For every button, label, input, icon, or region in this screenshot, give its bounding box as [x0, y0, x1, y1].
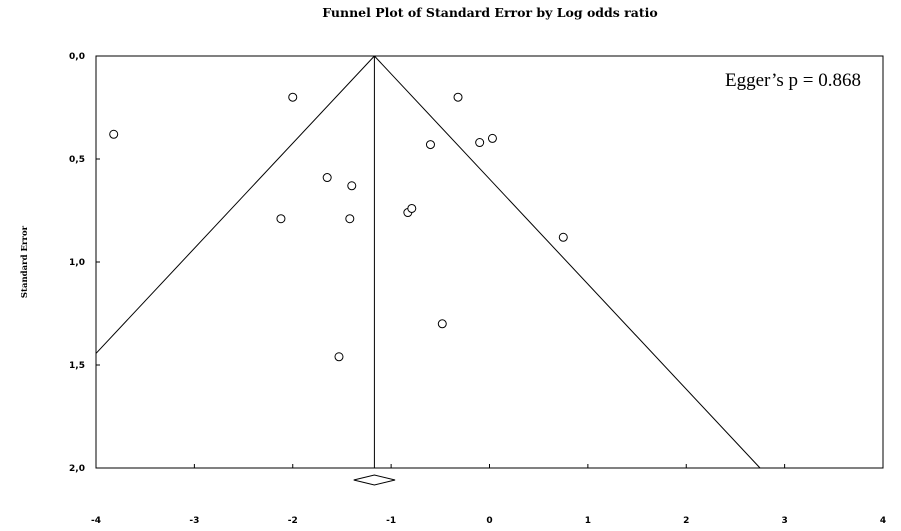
- study-points: [109, 92, 568, 362]
- x-axis: -4 -3 -2 -1 0 1 2 3 4: [91, 464, 886, 526]
- x-tick-label: 2: [683, 516, 689, 526]
- study-point: [558, 232, 568, 242]
- funnel-left-limit: [95, 55, 375, 354]
- study-point: [322, 173, 332, 183]
- funnel-lines: [95, 55, 761, 469]
- chart-title: Funnel Plot of Standard Error by Log odd…: [322, 5, 657, 20]
- x-tick-label: -4: [91, 516, 101, 526]
- study-point: [487, 133, 497, 143]
- y-tick-label: 0,0: [69, 52, 85, 62]
- study-point: [345, 214, 355, 224]
- study-point: [347, 181, 357, 191]
- x-tick-label: 0: [486, 516, 492, 526]
- study-point: [334, 352, 344, 362]
- study-point: [475, 138, 485, 148]
- y-tick-label: 0,5: [69, 155, 85, 165]
- funnel-right-limit: [374, 55, 761, 469]
- study-point: [109, 129, 119, 139]
- study-point: [276, 214, 286, 224]
- study-point: [437, 319, 447, 329]
- study-point: [407, 203, 417, 213]
- y-axis-label: Standard Error: [20, 225, 30, 298]
- pooled-estimate-diamond: [353, 474, 396, 486]
- y-tick-label: 2,0: [69, 464, 85, 474]
- x-tick-label: 1: [585, 516, 591, 526]
- x-tick-label: -3: [189, 516, 199, 526]
- y-tick-label: 1,0: [69, 258, 85, 268]
- y-axis: 0,0 0,5 1,0 1,5 2,0: [69, 52, 100, 474]
- study-point: [288, 92, 298, 102]
- study-point: [425, 140, 435, 150]
- x-tick-label: 4: [880, 516, 886, 526]
- x-tick-label: 3: [781, 516, 787, 526]
- egger-annotation: Egger’s p = 0.868: [725, 70, 861, 91]
- x-tick-label: -1: [386, 516, 396, 526]
- y-tick-label: 1,5: [69, 361, 85, 371]
- plot-frame: [95, 55, 884, 469]
- x-tick-label: -2: [288, 516, 298, 526]
- study-point: [453, 92, 463, 102]
